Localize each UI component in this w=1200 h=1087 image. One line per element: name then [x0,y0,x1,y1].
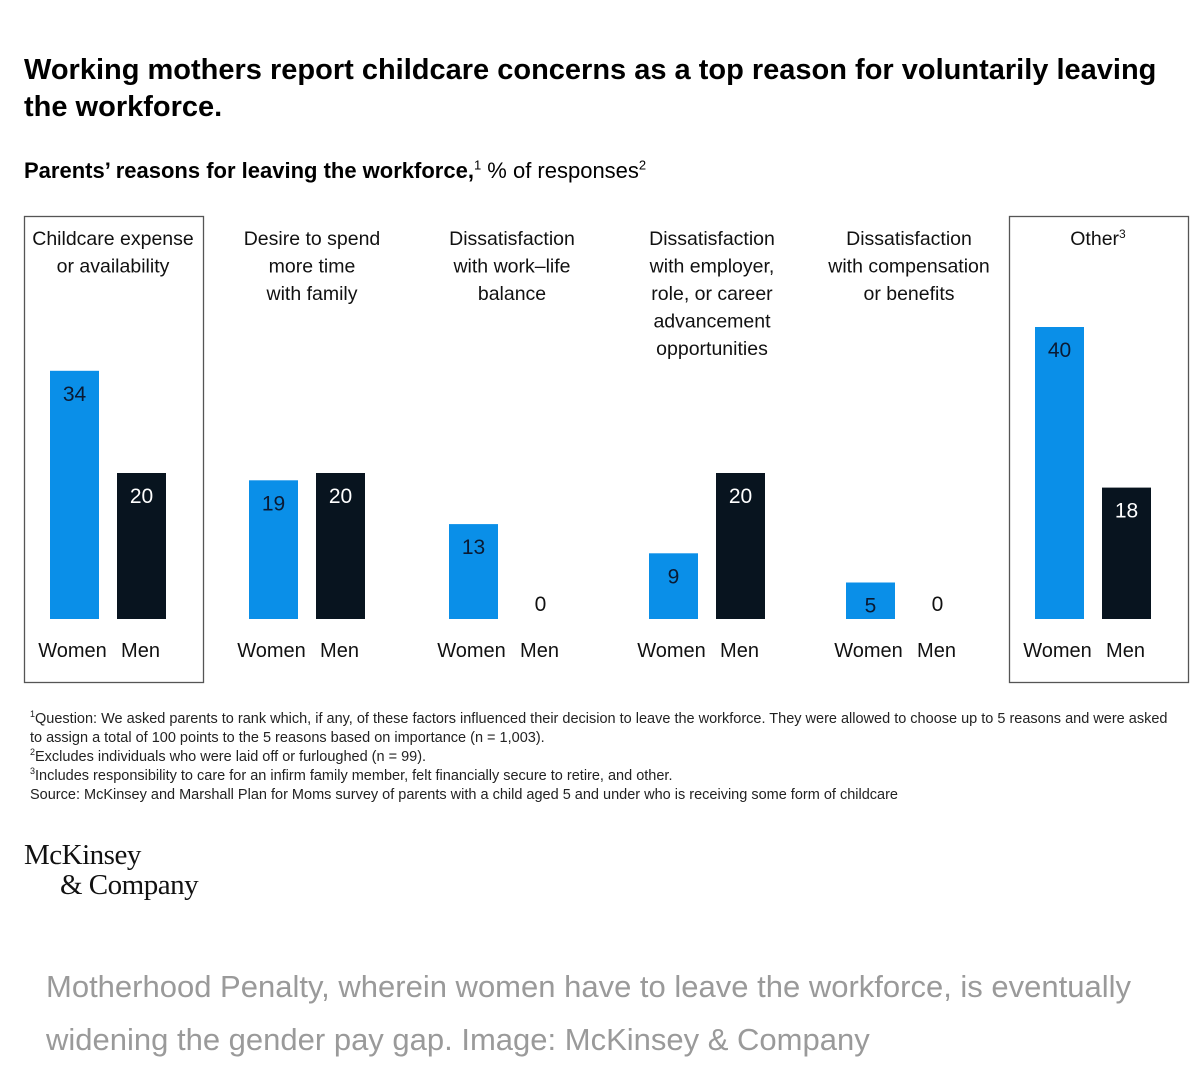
category-label: or benefits [863,283,954,305]
category-label: with work–life [452,256,570,278]
series-label: Men [720,640,759,662]
category-label: Dissatisfaction [449,228,575,250]
women-bar [846,582,895,619]
series-label: Women [834,640,903,662]
category-label: with employer, [649,256,775,278]
category-label: more time [269,256,356,278]
footnote: 2Excludes individuals who were laid off … [30,748,1180,767]
category-label: Desire to spend [244,228,381,250]
category-label: with family [265,283,357,305]
source-text: Source: McKinsey and Marshall Plan for M… [30,787,898,803]
footnote-text: Question: We asked parents to rank which… [30,711,1168,746]
men-bar [117,473,166,619]
chart-subtitle: Parents’ reasons for leaving the workfor… [24,158,646,184]
men-bar [1102,487,1151,619]
category-label: or availability [57,256,170,278]
series-label: Women [237,640,306,662]
logo-line-1: McKinsey [24,839,141,871]
series-label: Women [437,640,506,662]
subtitle-bold-sup: 1 [473,157,482,173]
category-label: with compensation [827,256,990,278]
women-bar [249,480,298,619]
category-label: Dissatisfaction [649,228,775,250]
series-label: Men [320,640,359,662]
footnote-sup: 1 [30,709,36,720]
category-label: Childcare expense [32,228,194,250]
category-label: role, or career [651,283,773,305]
series-label: Men [121,640,160,662]
category-label: opportunities [656,338,768,360]
series-label: Men [917,640,956,662]
logo-line-2: & Company [60,869,199,901]
women-bar [449,524,498,619]
footnote: 1Question: We asked parents to rank whic… [30,710,1180,748]
men-bar [716,473,765,619]
footnote-text: Includes responsibility to care for an i… [35,768,673,784]
bar-value-label: 34 [63,383,87,406]
subtitle-units-sup: 2 [638,157,647,173]
highlight-box [1008,215,1190,684]
footnote-sup: 2 [30,747,36,758]
bar-value-label: 9 [668,565,680,588]
bar-value-label: 40 [1048,339,1071,362]
men-bar [316,473,365,619]
women-bar [649,553,698,619]
chart-title: Working mothers report childcare concern… [24,54,1157,123]
category-label: balance [478,283,546,305]
bar-value-label: 0 [535,593,547,616]
category-label: Dissatisfaction [846,228,972,250]
source-note: Source: McKinsey and Marshall Plan for M… [30,786,1180,805]
bar-chart: Childcare expense or availability 34 Women 2… [23,215,1190,684]
footnote-text: Excludes individuals who were laid off o… [35,749,427,765]
subtitle-bold: Parents’ reasons for leaving the workfor… [24,158,474,183]
series-label: Men [1106,640,1145,662]
bar-value-label: 20 [729,485,752,508]
bar-value-label: 20 [329,485,352,508]
series-label: Women [1023,640,1092,662]
mckinsey-logo: McKinsey & Company [24,839,199,901]
image-caption: Motherhood Penalty, wherein women have t… [46,969,1132,1057]
series-label: Women [38,640,107,662]
women-bar [50,370,99,619]
category-label: Other3 [1070,227,1126,250]
bar-value-label: 19 [262,492,285,515]
bar-value-label: 13 [462,536,485,559]
footnote: 3Includes responsibility to care for an … [30,767,1180,786]
subtitle-units: % of responses [481,158,639,183]
bar-value-label: 18 [1115,500,1138,523]
bar-value-label: 0 [932,593,944,616]
series-label: Women [637,640,706,662]
category-label-sup: 3 [1119,227,1126,241]
category-label: advancement [653,311,771,333]
highlight-box [23,215,205,684]
footnotes: 1Question: We asked parents to rank whic… [30,710,1180,805]
bar-value-label: 20 [130,485,153,508]
series-label: Men [520,640,559,662]
women-bar [1035,327,1084,619]
bar-value-label: 5 [865,595,877,618]
footnote-sup: 3 [30,766,36,777]
